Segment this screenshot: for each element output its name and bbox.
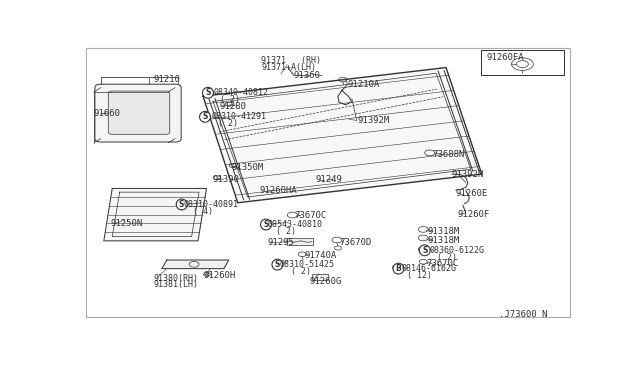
Text: 91280: 91280 (220, 102, 247, 111)
Text: 91260F: 91260F (458, 210, 490, 219)
FancyBboxPatch shape (108, 91, 170, 134)
Text: 91260FA: 91260FA (486, 53, 524, 62)
Text: 08360-6122G: 08360-6122G (429, 246, 484, 255)
Text: 91260G: 91260G (309, 277, 341, 286)
Polygon shape (104, 189, 207, 241)
Polygon shape (162, 260, 229, 269)
Text: 08310-40891: 08310-40891 (183, 200, 238, 209)
Text: 73670D: 73670D (339, 238, 371, 247)
Text: 91371+A(LH): 91371+A(LH) (261, 63, 316, 72)
Text: ( 12): ( 12) (408, 271, 433, 280)
Text: 73688N: 73688N (432, 150, 465, 158)
Text: B: B (396, 264, 401, 273)
Text: 91392M: 91392M (358, 116, 390, 125)
Text: 91260H: 91260H (203, 271, 236, 280)
Text: 91371   (RH): 91371 (RH) (261, 56, 321, 65)
Bar (312, 275, 328, 279)
Text: 91249: 91249 (316, 175, 342, 185)
Text: 73670C: 73670C (426, 259, 458, 268)
Text: ( 2): ( 2) (218, 119, 238, 128)
Text: 91318M: 91318M (428, 227, 460, 236)
Text: 91260HA: 91260HA (260, 186, 297, 195)
Text: 08340-40812: 08340-40812 (214, 88, 269, 97)
Text: 91392N: 91392N (452, 170, 484, 179)
Text: ( 2): ( 2) (437, 253, 457, 262)
Text: S: S (179, 200, 184, 209)
Text: 91660: 91660 (94, 109, 121, 118)
Text: 08310-41291: 08310-41291 (211, 112, 266, 121)
Text: 91295: 91295 (268, 238, 294, 247)
Text: 91360: 91360 (293, 71, 320, 80)
Text: 08543-40810: 08543-40810 (268, 220, 323, 229)
Text: 91250N: 91250N (111, 219, 143, 228)
Text: 91740A: 91740A (304, 251, 337, 260)
Text: ( 2): ( 2) (276, 227, 296, 236)
Text: S: S (263, 220, 269, 229)
Text: ( 2): ( 2) (220, 95, 240, 104)
Text: 91260E: 91260E (456, 189, 488, 198)
Text: 08146-6162G: 08146-6162G (401, 264, 456, 273)
Text: S: S (205, 88, 211, 97)
Text: 91318M: 91318M (428, 236, 460, 246)
Text: S: S (422, 246, 428, 255)
Text: ( 4): ( 4) (193, 207, 213, 216)
Text: 91210: 91210 (154, 74, 180, 83)
Text: S: S (202, 112, 207, 121)
Text: .J73600 N: .J73600 N (499, 310, 547, 319)
Text: 91350M: 91350M (231, 163, 264, 172)
Bar (481, 50, 564, 75)
Text: 91210A: 91210A (348, 80, 380, 89)
Text: 91380(RH): 91380(RH) (154, 273, 198, 283)
Text: 08310-51425: 08310-51425 (280, 260, 334, 269)
Text: 91381(LH): 91381(LH) (154, 280, 198, 289)
Polygon shape (203, 68, 482, 203)
Bar (287, 238, 313, 245)
Text: S: S (275, 260, 280, 269)
Text: 73670C: 73670C (294, 211, 326, 221)
FancyBboxPatch shape (95, 84, 181, 142)
Text: 91390: 91390 (213, 175, 240, 185)
Text: ( 2): ( 2) (291, 267, 311, 276)
